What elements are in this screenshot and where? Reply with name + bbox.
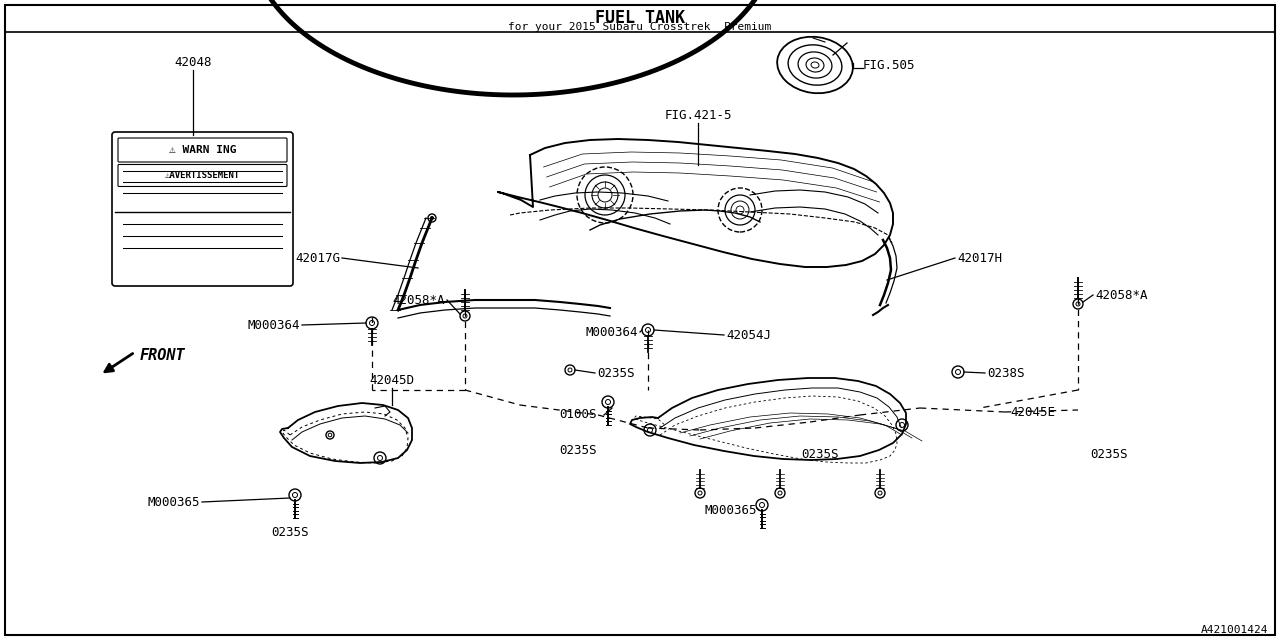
Text: M000364: M000364 <box>247 319 300 332</box>
Text: FRONT: FRONT <box>140 348 186 362</box>
Text: ⚠ WARN ING: ⚠ WARN ING <box>169 145 237 155</box>
Text: 42048: 42048 <box>174 56 211 68</box>
Text: 42017H: 42017H <box>957 252 1002 264</box>
Text: FUEL TANK: FUEL TANK <box>595 9 685 27</box>
Text: 0235S: 0235S <box>596 367 635 380</box>
Text: 0235S: 0235S <box>801 449 838 461</box>
Text: 42017G: 42017G <box>294 252 340 264</box>
Text: 42045D: 42045D <box>370 374 415 387</box>
Text: 0238S: 0238S <box>987 367 1024 380</box>
Text: M000365: M000365 <box>704 504 756 516</box>
Text: 42045E: 42045E <box>1010 406 1055 419</box>
Text: A421001424: A421001424 <box>1201 625 1268 635</box>
Text: FIG.421-5: FIG.421-5 <box>664 109 732 122</box>
Text: 42058*A: 42058*A <box>393 294 445 307</box>
Text: 42054J: 42054J <box>726 328 771 342</box>
Text: FIG.505: FIG.505 <box>863 58 915 72</box>
Text: 42058*A: 42058*A <box>1094 289 1147 301</box>
Text: 0235S: 0235S <box>271 525 308 538</box>
Text: M000364: M000364 <box>585 326 637 339</box>
Text: for your 2015 Subaru Crosstrek  Premium: for your 2015 Subaru Crosstrek Premium <box>508 22 772 32</box>
Text: 0235S: 0235S <box>559 444 596 456</box>
Text: 0100S: 0100S <box>559 408 596 422</box>
Text: 0235S: 0235S <box>1091 449 1128 461</box>
Text: ⚠AVERTISSEMENT: ⚠AVERTISSEMENT <box>165 171 241 180</box>
Text: M000365: M000365 <box>147 495 200 509</box>
